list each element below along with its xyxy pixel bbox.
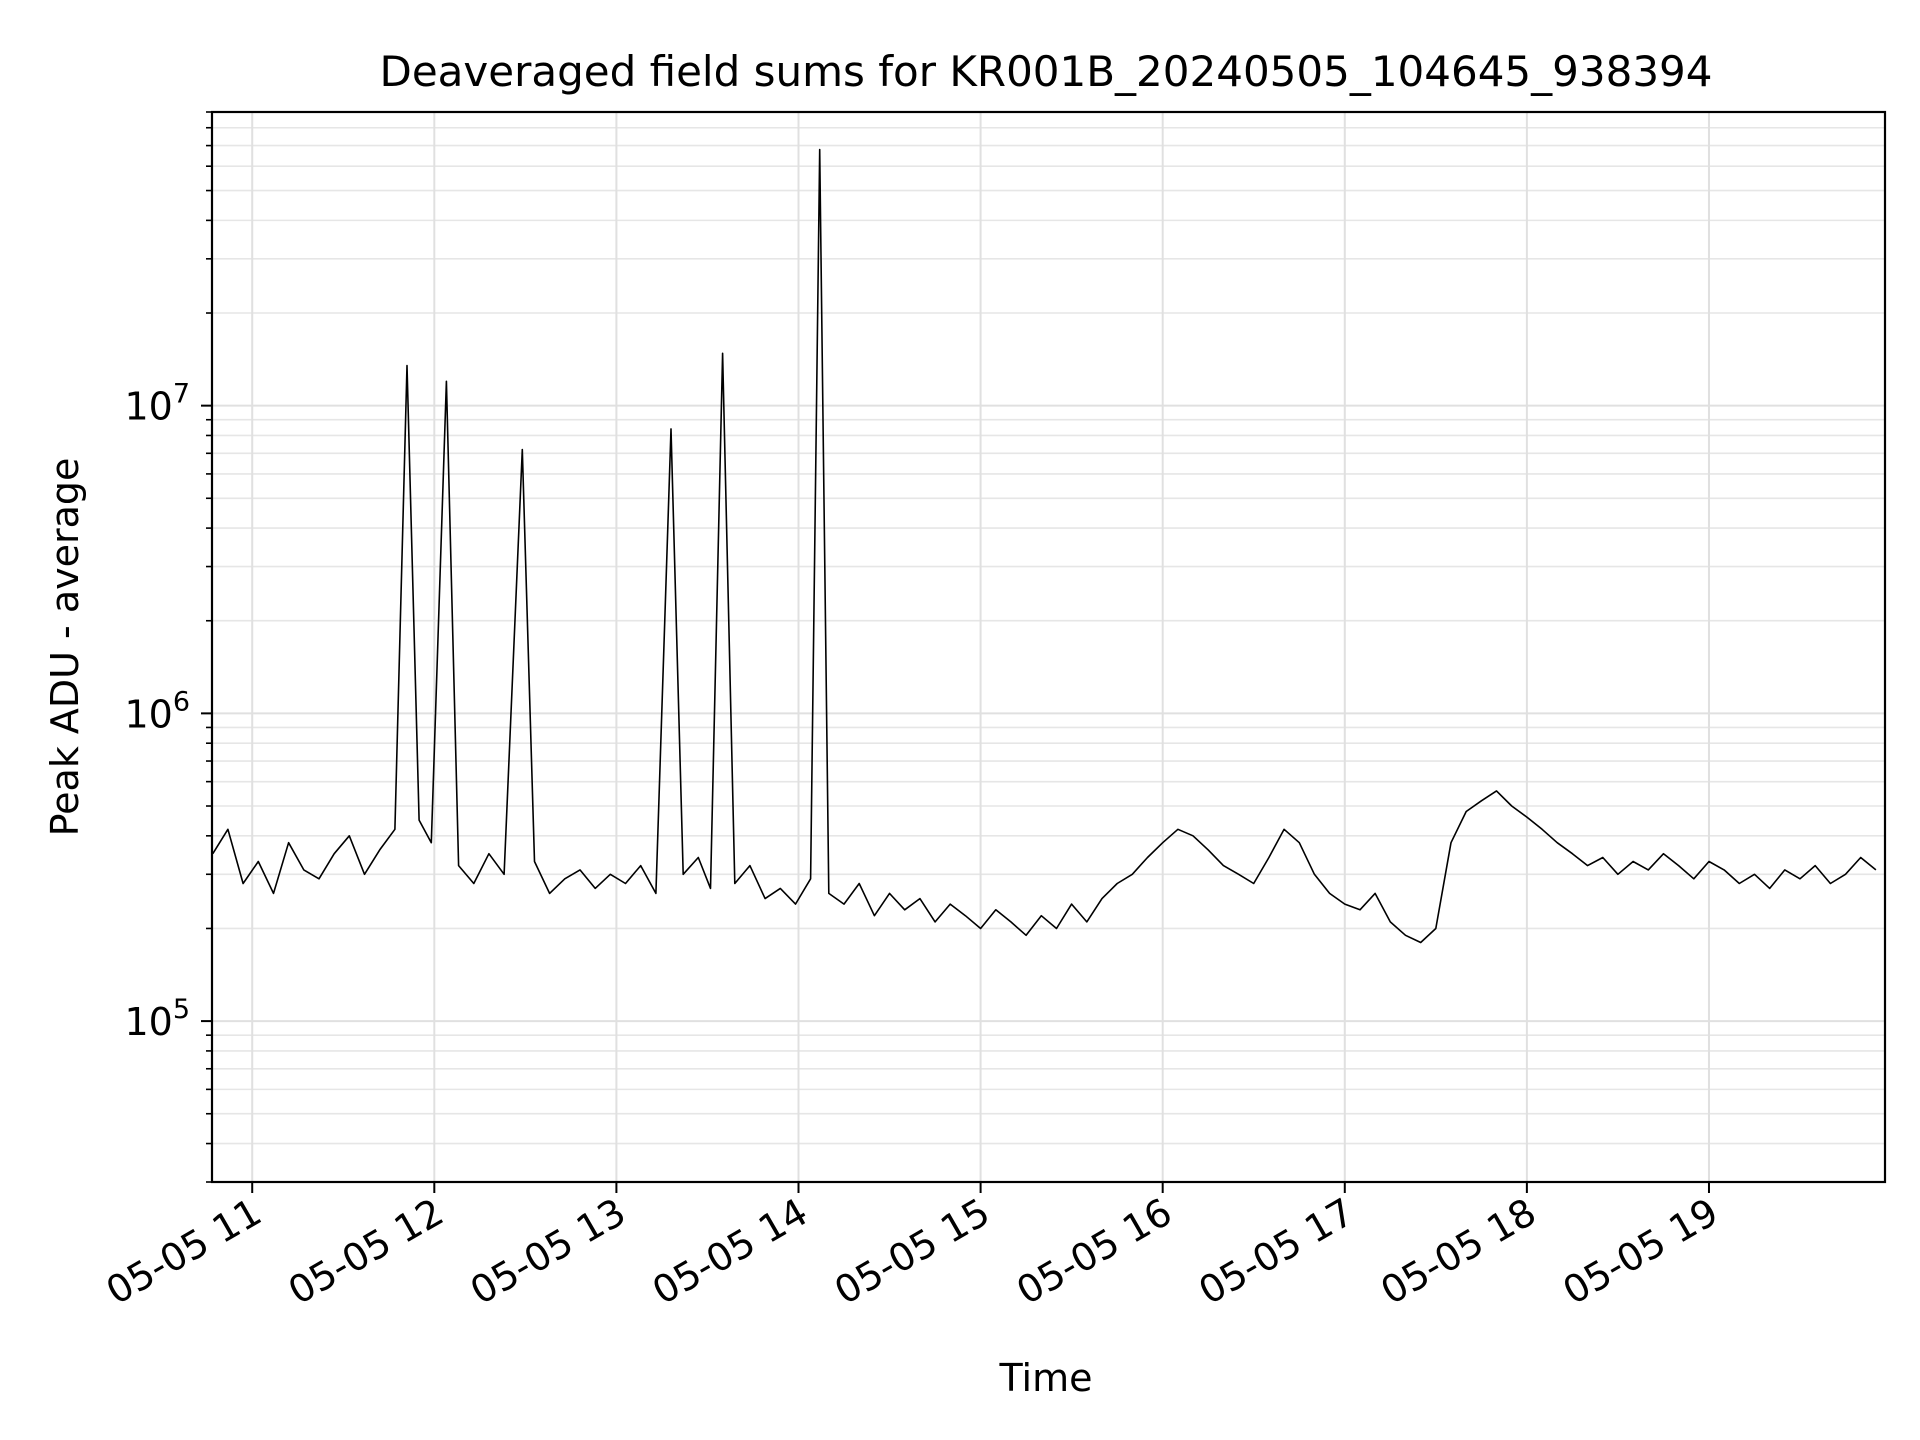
- plot-frame: [210, 110, 1887, 1184]
- series-layer: [212, 148, 1877, 944]
- y-axis-label: Peak ADU - average: [43, 458, 87, 837]
- chart-title: Deaveraged field sums for KR001B_2024050…: [380, 47, 1713, 96]
- grid-lines: [212, 111, 1885, 1183]
- x-axis-label: Time: [999, 1356, 1093, 1400]
- series-line-0: [212, 148, 1877, 944]
